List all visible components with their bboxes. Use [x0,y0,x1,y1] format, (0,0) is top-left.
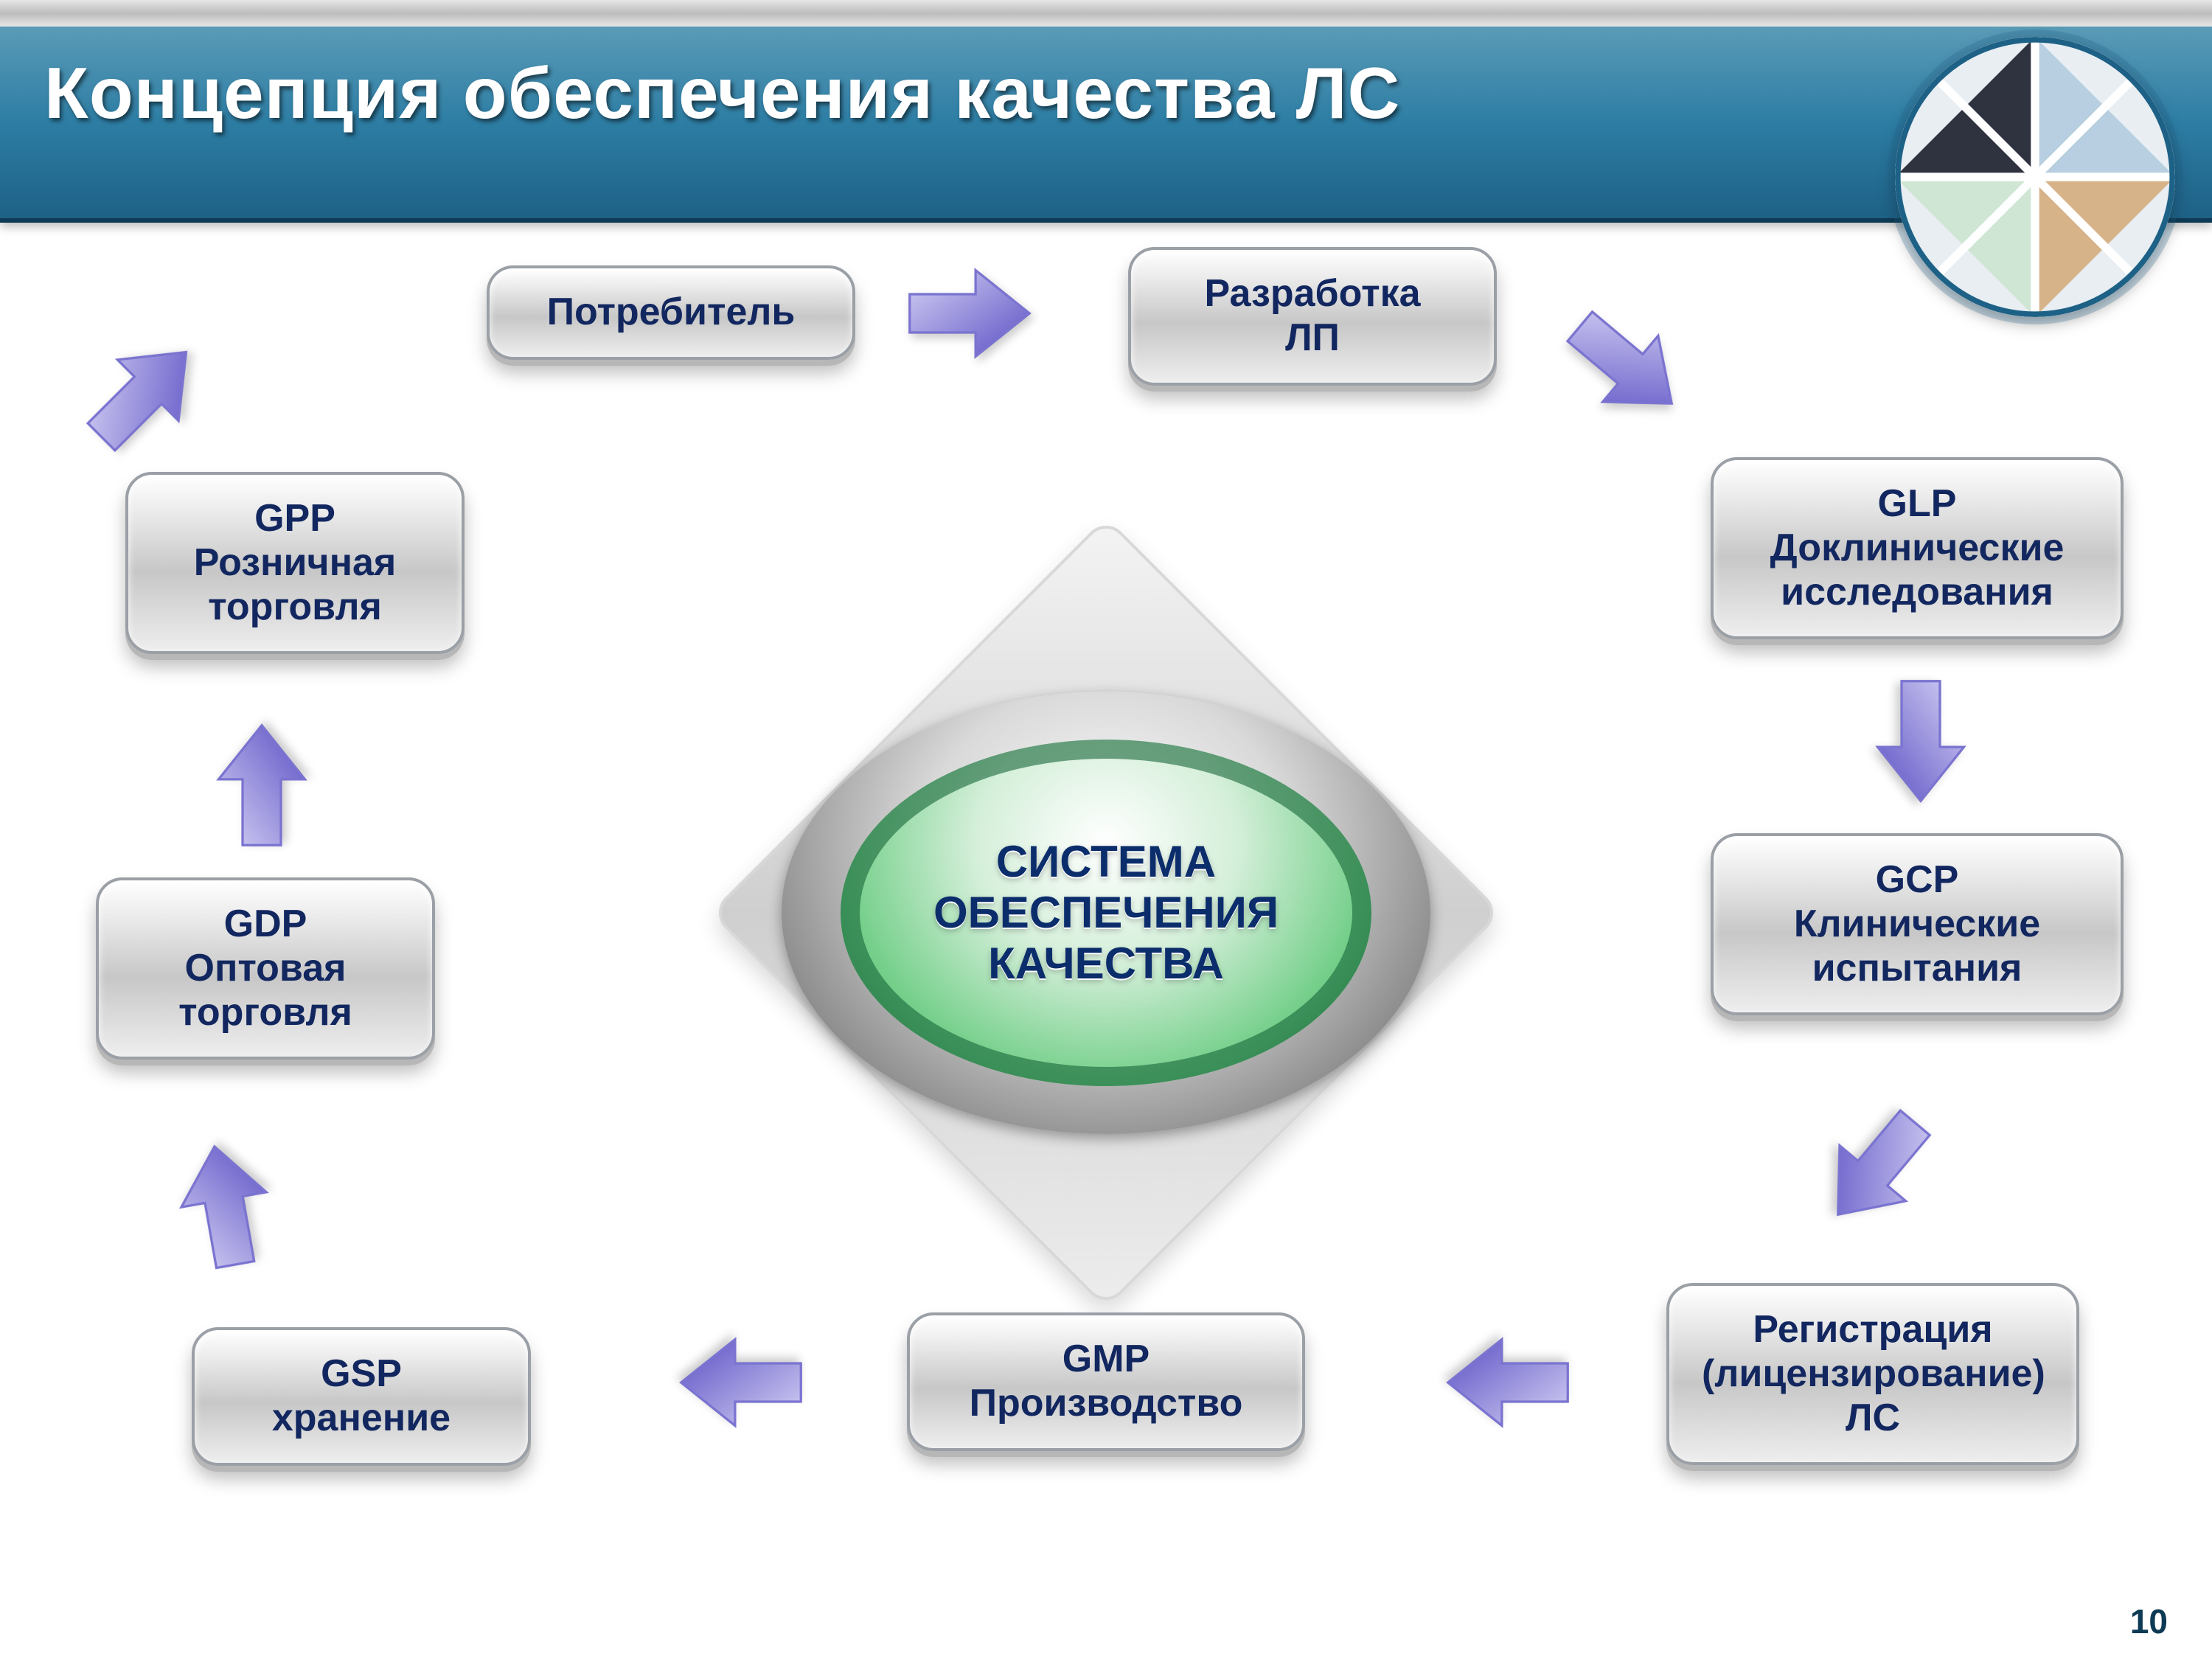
page-title: Концепция обеспечения качества ЛС [44,52,1400,135]
node-label-line: Клинические [1746,902,2088,947]
center-ornament: СИСТЕМА ОБЕСПЕЧЕНИЯ КАЧЕСТВА [719,618,1493,1208]
flow-arrow [1800,1090,1954,1248]
center-ring-inner: СИСТЕМА ОБЕСПЕЧЕНИЯ КАЧЕСТВА [841,740,1371,1086]
node-label-line: (лицензирование) [1702,1352,2044,1397]
flow-arrow [1445,1335,1571,1430]
node-label-line: GDP [131,902,400,947]
node-label-line: GPP [161,497,429,541]
node-label-line: GSP [227,1352,495,1397]
cycle-node: Регистрация(лицензирование)ЛС [1666,1283,2079,1465]
cycle-node: GLPДоклиническиеисследования [1711,457,2124,639]
node-label-line: Потребитель [522,291,820,335]
node-label-line: Разработка [1164,272,1461,316]
flow-arrow [1873,678,1969,804]
node-label-line: Оптовая [131,947,400,991]
node-label-line: хранение [227,1397,495,1441]
node-label-line: GMP [942,1338,1270,1382]
node-label-line: Доклинические [1746,526,2088,571]
logo-badge [1895,37,2175,317]
cycle-node: GSPхранение [192,1327,531,1466]
node-label-line: торговля [161,585,429,630]
center-label-line1: СИСТЕМА [933,836,1279,887]
node-label-line: торговля [131,991,400,1035]
logo-icon [1895,37,2175,317]
cycle-node: Потребитель [487,265,855,360]
node-label-line: Производство [942,1382,1270,1426]
flow-arrow [678,1335,804,1430]
cycle-node: РазработкаЛП [1128,247,1497,386]
node-label-line: исследования [1746,571,2088,615]
cycle-node: GCPКлиническиеиспытания [1711,833,2124,1015]
node-label-line: испытания [1746,947,2088,991]
flow-arrow [1547,288,1705,442]
node-label-line: GCP [1746,858,2088,902]
node-label-line: ЛС [1702,1397,2044,1441]
flow-arrow [214,723,310,848]
node-label-line: GLP [1746,482,2088,526]
node-label-line: Розничная [161,541,429,585]
flow-arrow [167,1135,283,1276]
flow-arrow [66,316,222,473]
cycle-node: GDPОптоваяторговля [96,877,435,1060]
center-label: СИСТЕМА ОБЕСПЕЧЕНИЯ КАЧЕСТВА [933,836,1279,989]
center-label-line2: ОБЕСПЕЧЕНИЯ [933,887,1279,938]
center-label-line3: КАЧЕСТВА [933,938,1279,989]
page-number: 10 [2130,1601,2168,1641]
header-top-stripe [0,0,2212,27]
node-label-line: ЛП [1164,316,1461,361]
node-label-line: Регистрация [1702,1308,2044,1352]
cycle-node: GPPРозничнаяторговля [125,472,465,654]
flow-arrow [907,265,1032,361]
cycle-node: GMPПроизводство [907,1312,1305,1451]
